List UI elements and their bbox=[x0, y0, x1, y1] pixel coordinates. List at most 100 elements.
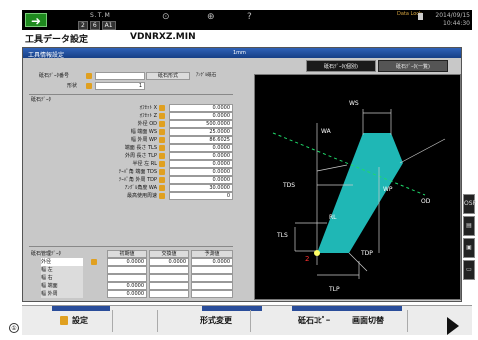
value-field[interactable]: 0.0000 bbox=[169, 112, 233, 120]
memory-icon bbox=[418, 13, 423, 20]
lock-icon bbox=[159, 153, 165, 159]
lock-icon bbox=[91, 259, 97, 265]
row-label: 幅 右 bbox=[41, 274, 83, 282]
row-label: 幅 端面 bbox=[41, 282, 83, 290]
value-field[interactable]: 0.0000 bbox=[107, 290, 147, 298]
value-field[interactable]: 86.6025 bbox=[169, 136, 233, 144]
table-row: 外周 長さ TLP 0.0000 bbox=[29, 152, 233, 160]
side-button-4[interactable]: ▭ bbox=[463, 260, 475, 280]
side-button-3[interactable]: ▣ bbox=[463, 238, 475, 258]
side-button-2[interactable]: ▤ bbox=[463, 216, 475, 236]
cycle-icon: ⊙ bbox=[162, 12, 170, 22]
col-header: 初期値 bbox=[107, 250, 147, 258]
wheel-diagram-svg: WS WA WP OD TDS TLS RL TDP TLP 2 bbox=[272, 100, 446, 293]
rl-label: RL bbox=[329, 214, 337, 221]
tab-wheel-individual[interactable]: 砥石ﾃﾞｰﾀ(個別) bbox=[306, 60, 376, 72]
osp-button[interactable]: OSP bbox=[463, 194, 476, 214]
tds-label: TDS bbox=[282, 182, 295, 189]
tool-info-panel: 工具情報設定 1mm 砥石ﾃﾞｰﾀ(個別) 砥石ﾃﾞｰﾀ(一覧) 砥石ﾃﾞｰﾀ番… bbox=[22, 47, 462, 302]
settings-button[interactable]: 設定 bbox=[72, 316, 88, 325]
wheel-copy-button[interactable]: 砥石ｺﾋﾟｰ bbox=[298, 316, 330, 325]
value-field[interactable]: 0.0000 bbox=[169, 176, 233, 184]
shape-field[interactable]: 1 bbox=[95, 82, 145, 90]
unit-label: 1mm bbox=[233, 50, 246, 56]
lock-icon bbox=[159, 185, 165, 191]
shape-label: 形状 bbox=[67, 83, 78, 89]
mode-indicators: 2 6 A1 bbox=[78, 21, 116, 30]
lock-icon bbox=[159, 121, 165, 127]
value-field[interactable] bbox=[191, 282, 233, 290]
mode-indicator: 2 bbox=[78, 21, 88, 30]
table-row: 半径 左 RL 0.0000 bbox=[29, 160, 233, 168]
row-label: ｵﾌｾｯﾄ X bbox=[139, 105, 157, 111]
arrow-right-icon[interactable]: ➜ bbox=[25, 13, 47, 28]
tab-wheel-list[interactable]: 砥石ﾃﾞｰﾀ(一覧) bbox=[378, 60, 448, 72]
row-label: 外径 OD bbox=[137, 121, 157, 127]
row-label: 外径 bbox=[41, 258, 83, 266]
row-label: 幅 外周 bbox=[41, 290, 83, 298]
value-field[interactable]: 0.0000 bbox=[169, 160, 233, 168]
value-field[interactable]: 30.0000 bbox=[169, 184, 233, 192]
value-field[interactable]: 0 bbox=[169, 192, 233, 200]
table-row: 幅 端面 WS 25.0000 bbox=[29, 128, 233, 136]
lock-icon bbox=[159, 161, 165, 167]
wheel-type-label: 砥石形式 bbox=[146, 72, 190, 80]
value-field[interactable]: 0.0000 bbox=[169, 104, 233, 112]
reference-point bbox=[314, 250, 320, 256]
fkey-divider bbox=[157, 310, 158, 332]
help-icon[interactable]: ? bbox=[247, 12, 252, 22]
point-label: 2 bbox=[305, 255, 309, 263]
value-field[interactable] bbox=[149, 266, 189, 274]
value-field[interactable]: 0.0000 bbox=[107, 282, 147, 290]
screen-switch-button[interactable]: 画面切替 bbox=[352, 316, 384, 325]
lock-icon bbox=[86, 73, 92, 79]
shape-change-button[interactable]: 形式変更 bbox=[200, 316, 232, 325]
section-title: 砥石管理ﾃﾞｰﾀ bbox=[31, 251, 62, 257]
row-label: 半径 左 RL bbox=[132, 161, 157, 167]
value-field[interactable]: 25.0000 bbox=[169, 128, 233, 136]
value-field[interactable] bbox=[107, 274, 147, 282]
wheel-no-field[interactable] bbox=[95, 72, 145, 80]
value-field[interactable] bbox=[191, 290, 233, 298]
value-field[interactable]: 0.0000 bbox=[169, 152, 233, 160]
row-label: 外周 長さ TLP bbox=[124, 153, 157, 159]
value-field[interactable]: 500.0000 bbox=[169, 120, 233, 128]
value-field[interactable] bbox=[107, 266, 147, 274]
wheel-diagram: WS WA WP OD TDS TLS RL TDP TLP 2 bbox=[254, 74, 461, 300]
table-row: 幅 右 bbox=[29, 274, 233, 282]
value-field[interactable]: 0.0000 bbox=[169, 144, 233, 152]
fkey-tab bbox=[292, 306, 402, 311]
manage-table: 砥石管理ﾃﾞｰﾀ 初期値 交換値 予測値 外径 0.0000 0.0000 0.000… bbox=[29, 250, 233, 298]
table-row: 最高使用周速 0 bbox=[29, 192, 233, 200]
screen-title: 工具データ設定 bbox=[25, 35, 89, 45]
value-field[interactable] bbox=[149, 282, 189, 290]
table-row: ｵﾌｾｯﾄ X 0.0000 bbox=[29, 104, 233, 112]
lock-icon bbox=[86, 83, 92, 89]
value-field[interactable]: 0.0000 bbox=[149, 258, 189, 266]
info-icon[interactable]: ① bbox=[9, 323, 19, 333]
value-field[interactable] bbox=[149, 290, 189, 298]
value-field[interactable] bbox=[191, 266, 233, 274]
value-field[interactable] bbox=[149, 274, 189, 282]
value-field[interactable] bbox=[191, 274, 233, 282]
date-text: 2014/09/15 bbox=[435, 12, 470, 19]
function-key-bar: 設定 形式変更 砥石ｺﾋﾟｰ 画面切替 bbox=[22, 305, 472, 335]
wheel-type-value: ｱﾝｸﾞﾙ砥石 bbox=[196, 73, 217, 78]
row-label: 幅 外周 WP bbox=[130, 137, 157, 143]
fkey-tab bbox=[52, 306, 110, 311]
value-field[interactable]: 0.0000 bbox=[191, 258, 233, 266]
wheel-shape bbox=[317, 133, 403, 253]
time-text: 10:44:30 bbox=[443, 20, 470, 27]
value-field[interactable]: 0.0000 bbox=[107, 258, 147, 266]
next-page-icon[interactable] bbox=[447, 317, 459, 335]
table-row: ｵﾌｾｯﾄ Z 0.0000 bbox=[29, 112, 233, 120]
value-field[interactable]: 0.0000 bbox=[169, 168, 233, 176]
ws-label: WS bbox=[349, 100, 359, 107]
lock-icon bbox=[159, 145, 165, 151]
col-header: 予測値 bbox=[191, 250, 233, 258]
table-row: 外径 OD 500.0000 bbox=[29, 120, 233, 128]
fkey-divider bbox=[407, 310, 408, 332]
tdp-label: TDP bbox=[360, 250, 373, 257]
table-row: 端面 長さ TLS 0.0000 bbox=[29, 144, 233, 152]
wheel-no-label: 砥石ﾃﾞｰﾀ番号 bbox=[39, 73, 70, 79]
